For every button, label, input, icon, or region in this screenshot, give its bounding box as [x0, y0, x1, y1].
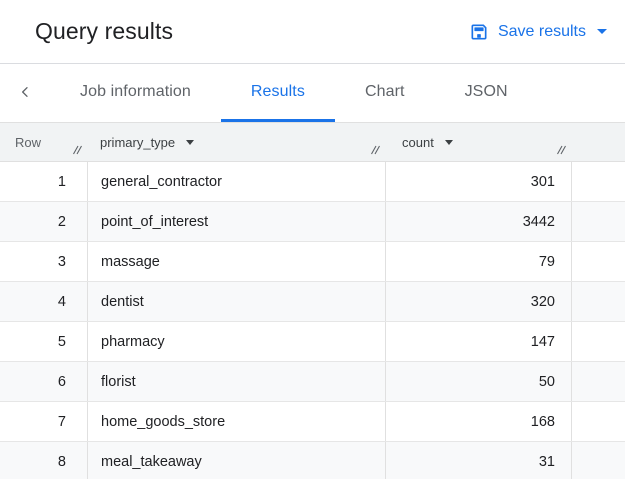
row-number: 3: [57, 253, 66, 270]
primary-type-cell: florist: [88, 362, 386, 401]
sort-caret-icon: [186, 139, 195, 145]
tabs-container: Job information Results Chart JSON: [50, 64, 625, 122]
primary-type-cell: dentist: [88, 282, 386, 321]
sort-caret-icon: [444, 139, 453, 145]
filler-cell: [572, 202, 625, 241]
primary-type-cell: point_of_interest: [88, 202, 386, 241]
primary-type-cell: general_contractor: [88, 162, 386, 201]
count-cell: 3442: [386, 202, 572, 241]
count-cell: 168: [386, 402, 572, 441]
row-number-cell: 7: [0, 402, 88, 441]
save-results-button[interactable]: Save results: [465, 16, 611, 48]
count-value: 168: [530, 413, 555, 430]
table-row[interactable]: 8 meal_takeaway 31: [0, 442, 625, 479]
query-results-header: Query results Save results: [0, 0, 625, 64]
primary-type-value: general_contractor: [101, 173, 222, 190]
table-header-row: Row primary_type count: [0, 122, 625, 162]
row-number-cell: 6: [0, 362, 88, 401]
primary-type-value: point_of_interest: [101, 213, 209, 230]
count-value: 50: [538, 373, 555, 390]
chevron-left-icon: [17, 84, 33, 103]
row-number-cell: 3: [0, 242, 88, 281]
save-results-label: Save results: [497, 22, 586, 40]
row-number: 7: [57, 413, 66, 430]
count-value: 31: [538, 453, 555, 470]
table-row[interactable]: 5 pharmacy 147: [0, 322, 625, 362]
row-number-cell: 4: [0, 282, 88, 321]
table-row[interactable]: 2 point_of_interest 3442: [0, 202, 625, 242]
column-resize-handle-icon[interactable]: [556, 144, 567, 155]
row-number: 4: [57, 293, 66, 310]
table-row[interactable]: 1 general_contractor 301: [0, 162, 625, 202]
table-row[interactable]: 6 florist 50: [0, 362, 625, 402]
count-cell: 50: [386, 362, 572, 401]
tab-json[interactable]: JSON: [435, 64, 538, 122]
tab-label: Job information: [80, 82, 191, 100]
filler-cell: [572, 322, 625, 361]
primary-type-cell: home_goods_store: [88, 402, 386, 441]
primary-type-cell: pharmacy: [88, 322, 386, 361]
row-number: 8: [57, 453, 66, 470]
count-value: 320: [530, 293, 555, 310]
row-number-cell: 1: [0, 162, 88, 201]
column-header-count[interactable]: count: [386, 123, 572, 161]
count-value: 79: [538, 253, 555, 270]
table-body: 1 general_contractor 301 2 point_of_inte…: [0, 162, 625, 479]
dropdown-caret-icon: [597, 29, 607, 34]
results-table: Row primary_type count: [0, 122, 625, 479]
count-cell: 147: [386, 322, 572, 361]
primary-type-value: meal_takeaway: [101, 453, 202, 470]
primary-type-value: massage: [101, 253, 160, 270]
filler-cell: [572, 442, 625, 479]
results-tabbar: Job information Results Chart JSON: [0, 64, 625, 122]
tab-job-information[interactable]: Job information: [50, 64, 221, 122]
primary-type-cell: massage: [88, 242, 386, 281]
tab-chart[interactable]: Chart: [335, 64, 435, 122]
filler-cell: [572, 362, 625, 401]
row-number: 2: [57, 213, 66, 230]
filler-cell: [572, 242, 625, 281]
column-label: primary_type: [100, 134, 176, 150]
row-number-cell: 5: [0, 322, 88, 361]
primary-type-value: home_goods_store: [101, 413, 226, 430]
filler-cell: [572, 282, 625, 321]
tab-label: Chart: [364, 82, 405, 100]
count-cell: 31: [386, 442, 572, 479]
table-row[interactable]: 7 home_goods_store 168: [0, 402, 625, 442]
table-row[interactable]: 4 dentist 320: [0, 282, 625, 322]
primary-type-cell: meal_takeaway: [88, 442, 386, 479]
count-cell: 79: [386, 242, 572, 281]
column-header-primary-type[interactable]: primary_type: [88, 123, 386, 161]
filler-cell: [572, 162, 625, 201]
count-cell: 320: [386, 282, 572, 321]
primary-type-value: pharmacy: [101, 333, 165, 350]
row-number: 6: [57, 373, 66, 390]
row-number: 1: [57, 173, 66, 190]
column-resize-handle-icon[interactable]: [72, 144, 83, 155]
count-value: 147: [530, 333, 555, 350]
page-title: Query results: [35, 18, 174, 44]
column-resize-handle-icon[interactable]: [370, 144, 381, 155]
primary-type-value: florist: [101, 373, 136, 390]
primary-type-value: dentist: [101, 293, 144, 310]
count-value: 3442: [522, 213, 555, 230]
column-label: Row: [15, 134, 42, 150]
row-number-cell: 2: [0, 202, 88, 241]
table-row[interactable]: 3 massage 79: [0, 242, 625, 282]
tab-results[interactable]: Results: [220, 64, 335, 122]
tab-label: Results: [250, 82, 305, 100]
column-header-filler: [572, 123, 625, 161]
filler-cell: [572, 402, 625, 441]
column-header-row: Row: [0, 123, 88, 161]
row-number: 5: [57, 333, 66, 350]
tabs-scroll-left-button[interactable]: [0, 64, 50, 122]
column-label: count: [402, 134, 434, 150]
row-number-cell: 8: [0, 442, 88, 479]
save-icon: [469, 22, 489, 42]
tab-label: JSON: [464, 82, 508, 100]
count-value: 301: [530, 173, 555, 190]
count-cell: 301: [386, 162, 572, 201]
